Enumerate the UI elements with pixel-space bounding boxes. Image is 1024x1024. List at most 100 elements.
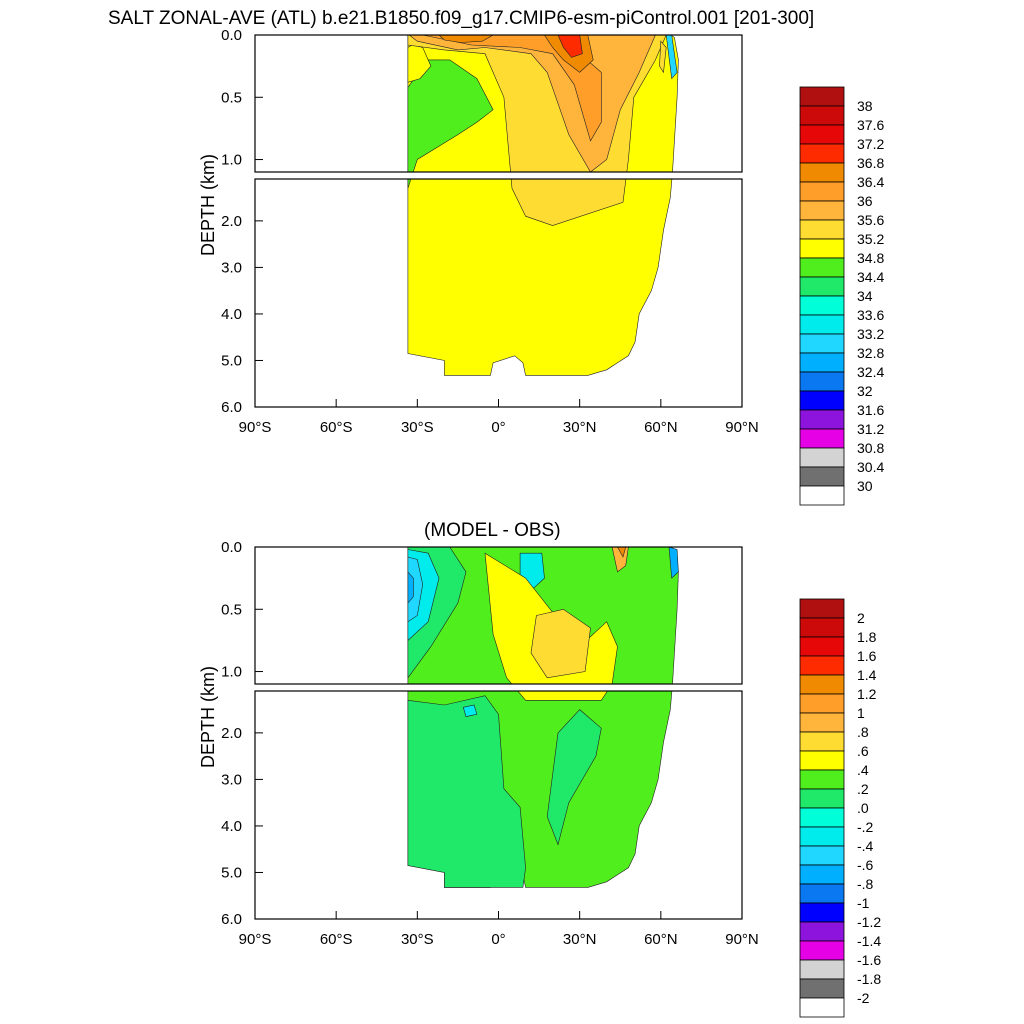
y-tick-label: 3.0 (221, 771, 242, 788)
colorbar-label: 35.6 (857, 212, 884, 228)
colorbar-swatch (799, 143, 845, 164)
y-tick-label: 6.0 (221, 399, 242, 416)
colorbar-label: 37.2 (857, 136, 884, 152)
colorbar-label: 34.4 (857, 269, 884, 285)
colorbar-swatch (799, 921, 845, 942)
x-tick-label: 90°N (725, 931, 759, 948)
colorbar-label: .4 (857, 762, 869, 778)
colorbar-swatch (799, 788, 845, 809)
x-tick-label: 0° (491, 419, 505, 436)
difference-band-0.0-west (407, 695, 526, 888)
x-tick-label: 90°S (239, 419, 272, 436)
colorbar-swatch (799, 485, 845, 506)
colorbar-swatch (799, 712, 845, 733)
upper-axis-frame (254, 546, 743, 685)
colorbar-label: 1 (857, 705, 865, 721)
y-tick-label: 0.0 (221, 27, 242, 44)
colorbar-label: 37.6 (857, 117, 884, 133)
difference-band-small-cell (462, 704, 478, 717)
colorbar-swatch (799, 617, 845, 638)
colorbar-swatch (799, 257, 845, 278)
y-tick-label: 0.5 (221, 601, 242, 618)
x-tick-label: 60°N (644, 419, 678, 436)
colorbar-label: 1.8 (857, 629, 877, 645)
colorbar-swatch (799, 598, 845, 619)
difference-band-minus-0.6 (407, 571, 414, 604)
y-axis-label: DEPTH (km) (198, 666, 218, 768)
y-tick-label: 5.0 (221, 864, 242, 881)
x-tick-label: 60°S (320, 931, 353, 948)
y-tick-label: 5.0 (221, 352, 242, 369)
axis-break-gap (255, 172, 742, 179)
colorbar-label: 32.4 (857, 364, 884, 380)
difference-band-0.0-central (546, 709, 602, 846)
y-tick-label: 3.0 (221, 259, 242, 276)
colorbar-swatch (799, 864, 845, 885)
x-tick-label: 30°S (401, 931, 434, 948)
x-tick-label: 0° (491, 931, 505, 948)
colorbar-label: 32 (857, 383, 873, 399)
colorbar-swatch (799, 390, 845, 411)
colorbar-label: -1.4 (857, 933, 881, 949)
difference-band-0.6 (530, 608, 591, 679)
colorbar-label: -1.6 (857, 952, 881, 968)
colorbar-label: 31.6 (857, 402, 884, 418)
colorbar-swatch (799, 674, 845, 695)
colorbar-label: 31.2 (857, 421, 884, 437)
y-tick-label: 2.0 (221, 725, 242, 742)
colorbar-label: 1.2 (857, 686, 877, 702)
x-tick-label: 90°N (725, 419, 759, 436)
upper-axis-frame (254, 34, 743, 173)
colorbar-swatch (799, 693, 845, 714)
colorbar-label: .0 (857, 800, 869, 816)
y-tick-label: 1.0 (221, 152, 242, 169)
colorbar-label: 35.2 (857, 231, 884, 247)
y-tick-label: 0.5 (221, 89, 242, 106)
x-tick-label: 60°N (644, 931, 678, 948)
colorbar-label: -1 (857, 895, 870, 911)
colorbar-label: -1.2 (857, 914, 881, 930)
y-tick-label: 6.0 (221, 911, 242, 928)
difference-band-arctic (668, 546, 679, 579)
colorbar-label: -1.8 (857, 971, 881, 987)
colorbar-swatch (799, 959, 845, 980)
colorbar-label: 33.6 (857, 307, 884, 323)
colorbar-swatch (799, 238, 845, 259)
colorbar-swatch (799, 655, 845, 676)
colorbar-swatch (799, 314, 845, 335)
colorbar-label: -.6 (857, 857, 874, 873)
colorbar-label: 1.4 (857, 667, 877, 683)
difference-panel-title: (MODEL - OBS) (424, 520, 561, 541)
colorbar-swatch (799, 466, 845, 487)
colorbar-swatch (799, 86, 845, 107)
colorbar-swatch (799, 352, 845, 373)
colorbar-swatch (799, 997, 845, 1018)
colorbar-swatch (799, 371, 845, 392)
colorbar-label: 36.4 (857, 174, 884, 190)
colorbar-swatch (799, 333, 845, 354)
colorbar-label: 30 (857, 478, 873, 494)
colorbar-label: -.2 (857, 819, 874, 835)
colorbar-label: .2 (857, 781, 869, 797)
colorbar-swatch (799, 276, 845, 297)
colorbar-swatch (799, 769, 845, 790)
colorbar-swatch (799, 845, 845, 866)
colorbar-label: -.4 (857, 838, 874, 854)
colorbar-swatch (799, 902, 845, 923)
colorbar-label: 36 (857, 193, 873, 209)
axis-break-gap (255, 684, 742, 691)
x-tick-label: 60°S (320, 419, 353, 436)
colorbar-label: 34.8 (857, 250, 884, 266)
colorbar-label: 33.2 (857, 326, 884, 342)
colorbar-label: 36.8 (857, 155, 884, 171)
figure-title: SALT ZONAL-AVE (ATL) b.e21.B1850.f09_g17… (108, 8, 815, 29)
colorbar-label: .6 (857, 743, 869, 759)
colorbar-label: -.8 (857, 876, 874, 892)
colorbar-label: 30.8 (857, 440, 884, 456)
salinity-band-subpolar (659, 40, 667, 74)
colorbar-swatch (799, 447, 845, 468)
colorbar-label: 32.8 (857, 345, 884, 361)
colorbar-swatch (799, 295, 845, 316)
colorbar-swatch (799, 409, 845, 430)
